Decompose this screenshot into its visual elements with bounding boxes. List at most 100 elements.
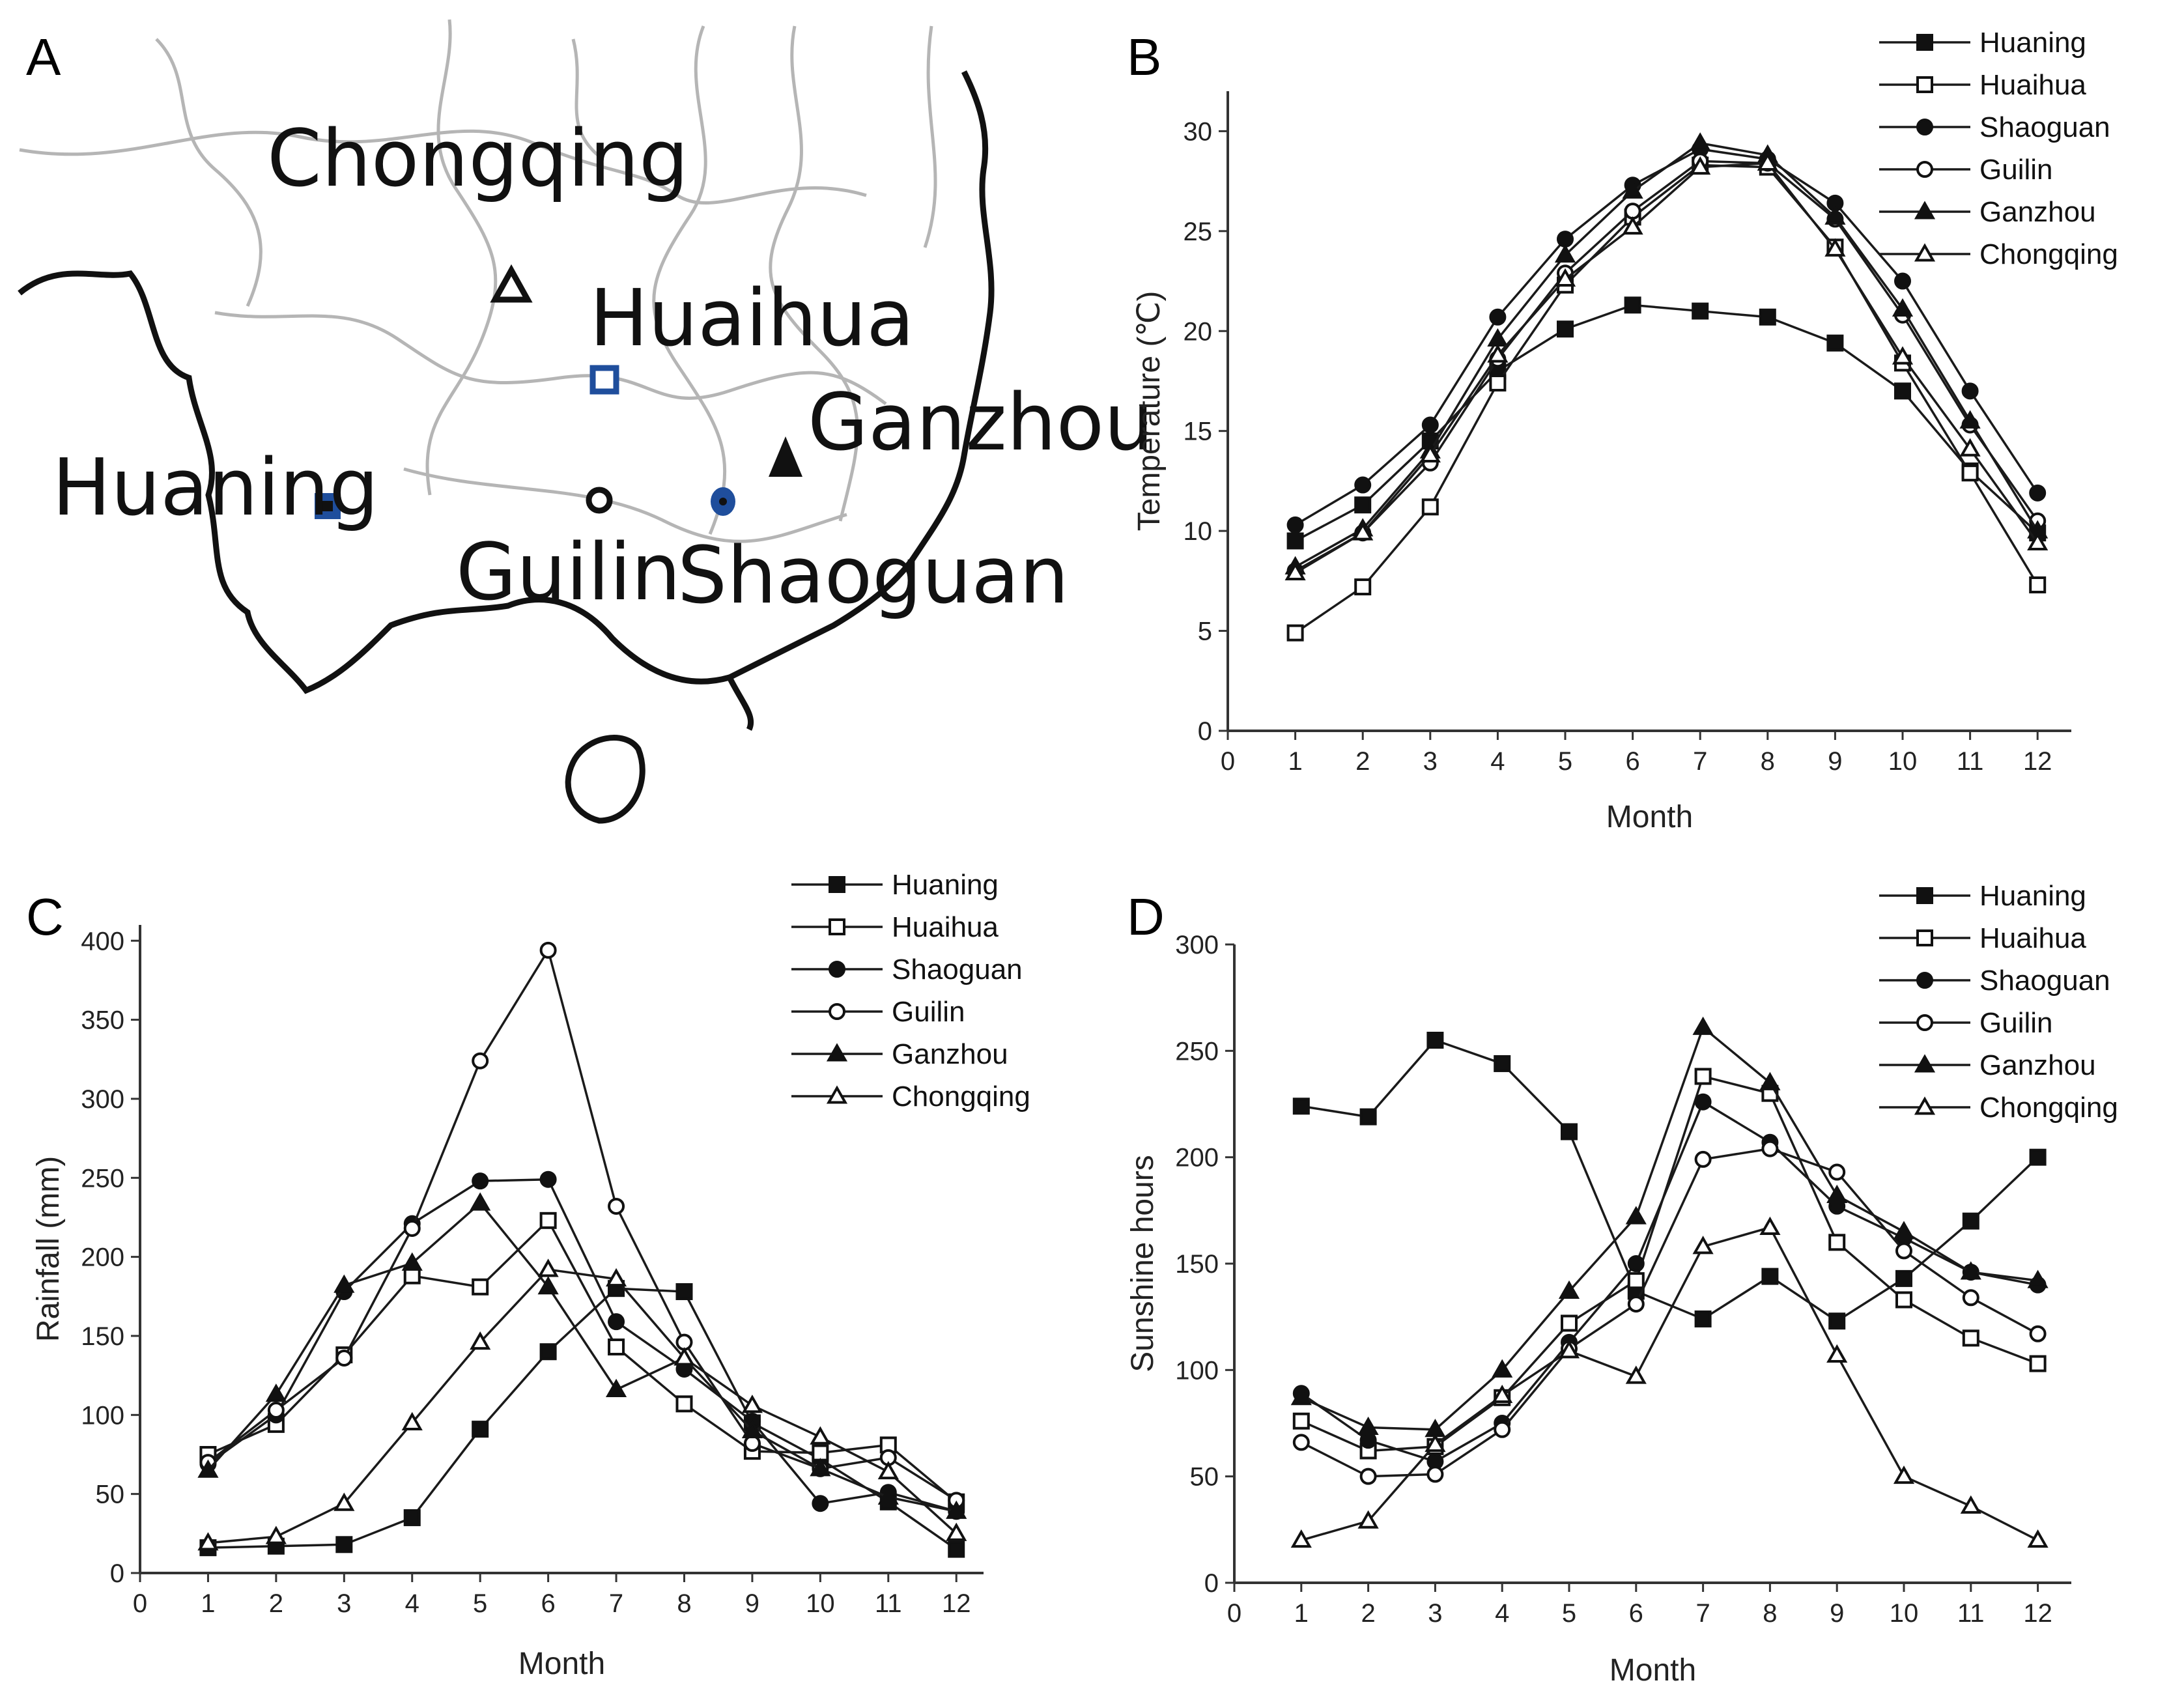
chart-b-x-tick-label: 3 [1423, 747, 1438, 776]
chart-d-point-huaning [1426, 1032, 1444, 1049]
chart-b-x-tick-label: 4 [1490, 747, 1505, 776]
chart-b-point-huaning [1759, 308, 1776, 326]
chart-d-legend-label-guilin: Guilin [1979, 1007, 2053, 1039]
chart-c-x-tick-label: 8 [677, 1589, 691, 1618]
chart-c-point-guilin [539, 941, 557, 959]
chart-c-point-huaning [472, 1421, 489, 1438]
chart-b-point-huaning [1624, 296, 1641, 314]
chart-d-y-tick-label: 100 [1175, 1356, 1219, 1385]
chart-c-point-ganzhou [197, 1459, 219, 1478]
chart-c-point-guilin [403, 1219, 421, 1237]
chart-b-y-tick-label: 30 [1184, 117, 1213, 146]
chart-d-point-shaoguan [1627, 1255, 1645, 1272]
chart-d-point-huaning [1494, 1055, 1511, 1072]
chart-c-point-chongqing [741, 1395, 763, 1413]
chart-c-point-huaning [948, 1540, 965, 1558]
chart-d-point-chongqing [1290, 1529, 1312, 1548]
chart-d-legend-marker-guilin [1916, 1014, 1933, 1031]
city-marker-huaihua [589, 365, 619, 395]
chart-b-point-shaoguan [1354, 476, 1372, 494]
chart-d-point-huaning [1962, 1212, 1979, 1230]
chart-d-point-ganzhou [1960, 1261, 1981, 1280]
chart-b-legend-label-ganzhou: Ganzhou [1979, 196, 2096, 228]
chart-d-point-guilin [1962, 1289, 1979, 1307]
rainfall-panel: C 0 1 2 3 4 5 6 7 8 9 10 11 120501001502002503003504… [26, 869, 1030, 1681]
chart-b-x-tick-label: 10 [1888, 747, 1918, 776]
chart-b-point-huaning [1557, 320, 1574, 338]
chart-b-point-shaoguan [1894, 272, 1911, 290]
chart-d-point-chongqing [1759, 1216, 1781, 1235]
chart-c-y-tick-label: 250 [81, 1164, 124, 1193]
chart-d-series-line-chongqing [1301, 1226, 2039, 1542]
chart-b-point-guilin [1624, 203, 1641, 220]
chart-d-point-guilin [1895, 1242, 1912, 1260]
chart-c-x-tick-label: 4 [405, 1589, 419, 1618]
chart-c-point-chongqing [946, 1522, 967, 1541]
chart-b-point-huaihua [2029, 576, 2047, 593]
chart-d-point-chongqing [1357, 1510, 1379, 1529]
chart-b-legend-marker-chongqing [1914, 243, 1936, 262]
chart-d-point-guilin [1627, 1296, 1645, 1313]
chart-d-point-huaihua [1292, 1412, 1310, 1430]
chart-c-y-tick-label: 0 [110, 1559, 124, 1588]
chart-d-point-huaihua [1895, 1291, 1912, 1309]
chart-b-x-tick-label: 6 [1625, 747, 1639, 776]
chart-d-x-tick-label: 11 [1957, 1599, 1985, 1628]
chart-c-point-chongqing [605, 1268, 627, 1287]
chart-b-point-chongqing [1554, 268, 1576, 287]
chart-c-point-chongqing [877, 1461, 899, 1480]
chart-d-point-ganzhou [1759, 1071, 1781, 1090]
chart-c-legend-marker-shaoguan [829, 961, 845, 978]
chart-c-point-guilin [743, 1435, 761, 1452]
chart-b-point-shaoguan [2029, 484, 2047, 502]
chart-d-point-ganzhou [1290, 1387, 1312, 1406]
national-boundary [18, 70, 995, 824]
chart-d-point-ganzhou [1625, 1206, 1647, 1225]
chart-d-point-huaihua [1561, 1314, 1578, 1332]
chart-c-y-tick-label: 200 [81, 1243, 124, 1272]
chart-b-point-shaoguan [1557, 231, 1574, 248]
map-background [13, 13, 1029, 821]
chart-c-legend-label-shaoguan: Shaoguan [892, 954, 1023, 985]
chart-d-point-huaning [1359, 1108, 1377, 1126]
chart-d-point-guilin [1694, 1150, 1712, 1168]
chart-b-point-shaoguan [1489, 308, 1507, 326]
chart-c-point-guilin [267, 1402, 285, 1419]
chart-b-point-huaihua [1961, 464, 1979, 482]
chart-c-x-tick-label: 0 [133, 1589, 147, 1618]
chart-b-point-ganzhou [1690, 132, 1711, 151]
chart-d-point-guilin [1828, 1163, 1846, 1181]
chart-b-point-huaihua [1286, 624, 1304, 642]
chart-b-y-axis-label: Temperature (℃) [1132, 291, 1167, 532]
chart-d-x-tick-label: 8 [1763, 1599, 1777, 1628]
chart-b-point-huaning [1826, 334, 1844, 352]
temperature-panel: B 0 1 2 3 4 5 6 7 8 9 10 11 12051015202530MonthTempe… [1127, 27, 2118, 834]
chart-c-point-chongqing [401, 1411, 423, 1430]
chart-c-point-huaihua [608, 1338, 625, 1355]
chart-b-point-ganzhou [1622, 180, 1643, 199]
panel-letter-c: C [26, 888, 64, 946]
chart-c-x-tick-label: 9 [745, 1589, 759, 1618]
chart-c-point-huaning [539, 1343, 557, 1361]
chart-c-series-line-ganzhou [207, 1201, 957, 1513]
chart-b-point-ganzhou [1554, 244, 1576, 263]
chart-c-point-huaihua [403, 1267, 421, 1284]
chart-b-point-chongqing [2027, 532, 2049, 551]
chart-b-point-huaning [1354, 496, 1372, 514]
chart-c-point-huaihua [472, 1278, 489, 1296]
chart-d-point-chongqing [1492, 1384, 1513, 1404]
chart-d-point-chongqing [1826, 1344, 1848, 1363]
chart-c-point-huaihua [675, 1395, 693, 1413]
chart-d-y-tick-label: 250 [1175, 1037, 1219, 1066]
chart-b-y-tick-label: 20 [1184, 317, 1213, 346]
city-label-guilin: Guilin [456, 528, 681, 618]
chart-c-point-chongqing [265, 1525, 287, 1544]
chart-b-point-shaoguan [1421, 416, 1439, 434]
chart-b-x-tick-label: 5 [1558, 747, 1572, 776]
chart-b-x-tick-label: 9 [1828, 747, 1842, 776]
chart-b-legend-marker-guilin [1916, 161, 1933, 178]
city-marker-guilin [586, 487, 613, 514]
chart-b-legend-label-guilin: Guilin [1979, 154, 2053, 186]
chart-c-point-shaoguan [812, 1495, 829, 1512]
chart-c-point-ganzhou [401, 1252, 423, 1271]
